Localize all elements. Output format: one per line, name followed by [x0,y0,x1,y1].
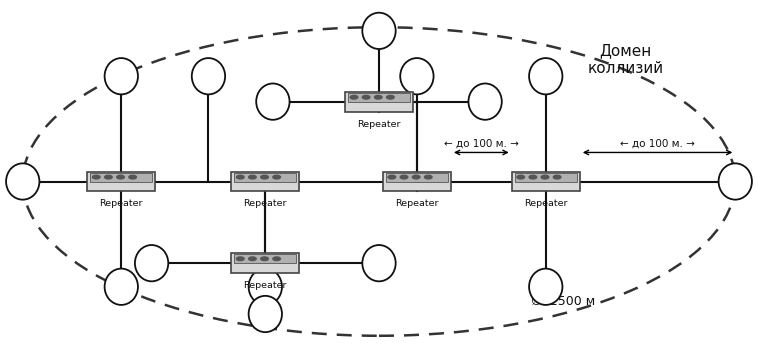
Circle shape [105,175,112,179]
Text: ∅  2500 м: ∅ 2500 м [531,295,595,308]
Circle shape [261,257,268,261]
Circle shape [374,95,382,99]
Ellipse shape [400,58,434,94]
Bar [231,172,299,192]
Circle shape [553,175,561,179]
Ellipse shape [468,83,502,120]
Text: Repeater: Repeater [524,200,568,208]
Ellipse shape [529,269,562,305]
Ellipse shape [105,58,138,94]
Text: ← до 100 м. →: ← до 100 м. → [444,139,518,149]
Circle shape [249,257,256,261]
Text: Repeater: Repeater [395,200,439,208]
Circle shape [92,175,100,179]
Circle shape [541,175,549,179]
Bar [234,254,296,263]
Ellipse shape [249,269,282,305]
Text: ← до 100 м. →: ← до 100 м. → [620,139,695,149]
Bar [348,93,410,102]
Text: Repeater: Repeater [357,120,401,129]
Circle shape [236,175,244,179]
Bar [386,173,448,182]
Bar [90,173,152,182]
Ellipse shape [192,58,225,94]
Ellipse shape [105,269,138,305]
Bar [515,173,577,182]
Circle shape [236,257,244,261]
Circle shape [388,175,396,179]
Ellipse shape [135,245,168,281]
Bar [383,172,451,192]
Circle shape [529,175,537,179]
Circle shape [249,175,256,179]
Ellipse shape [362,13,396,49]
Bar [87,172,155,192]
Ellipse shape [529,58,562,94]
Bar [345,91,413,112]
Circle shape [362,95,370,99]
Circle shape [400,175,408,179]
Circle shape [424,175,432,179]
Circle shape [517,175,525,179]
Circle shape [273,175,280,179]
Circle shape [350,95,358,99]
Bar [234,173,296,182]
Circle shape [129,175,136,179]
Ellipse shape [249,296,282,332]
Circle shape [387,95,394,99]
Circle shape [261,175,268,179]
Bar [231,253,299,273]
Text: Repeater: Repeater [99,200,143,208]
Text: Repeater: Repeater [243,200,287,208]
Circle shape [273,257,280,261]
Bar [512,172,580,192]
Circle shape [117,175,124,179]
Text: Домен
коллизий: Домен коллизий [587,44,663,76]
Ellipse shape [256,83,290,120]
Ellipse shape [362,245,396,281]
Circle shape [412,175,420,179]
Ellipse shape [719,163,752,200]
Ellipse shape [6,163,39,200]
Text: Repeater: Repeater [243,281,287,290]
